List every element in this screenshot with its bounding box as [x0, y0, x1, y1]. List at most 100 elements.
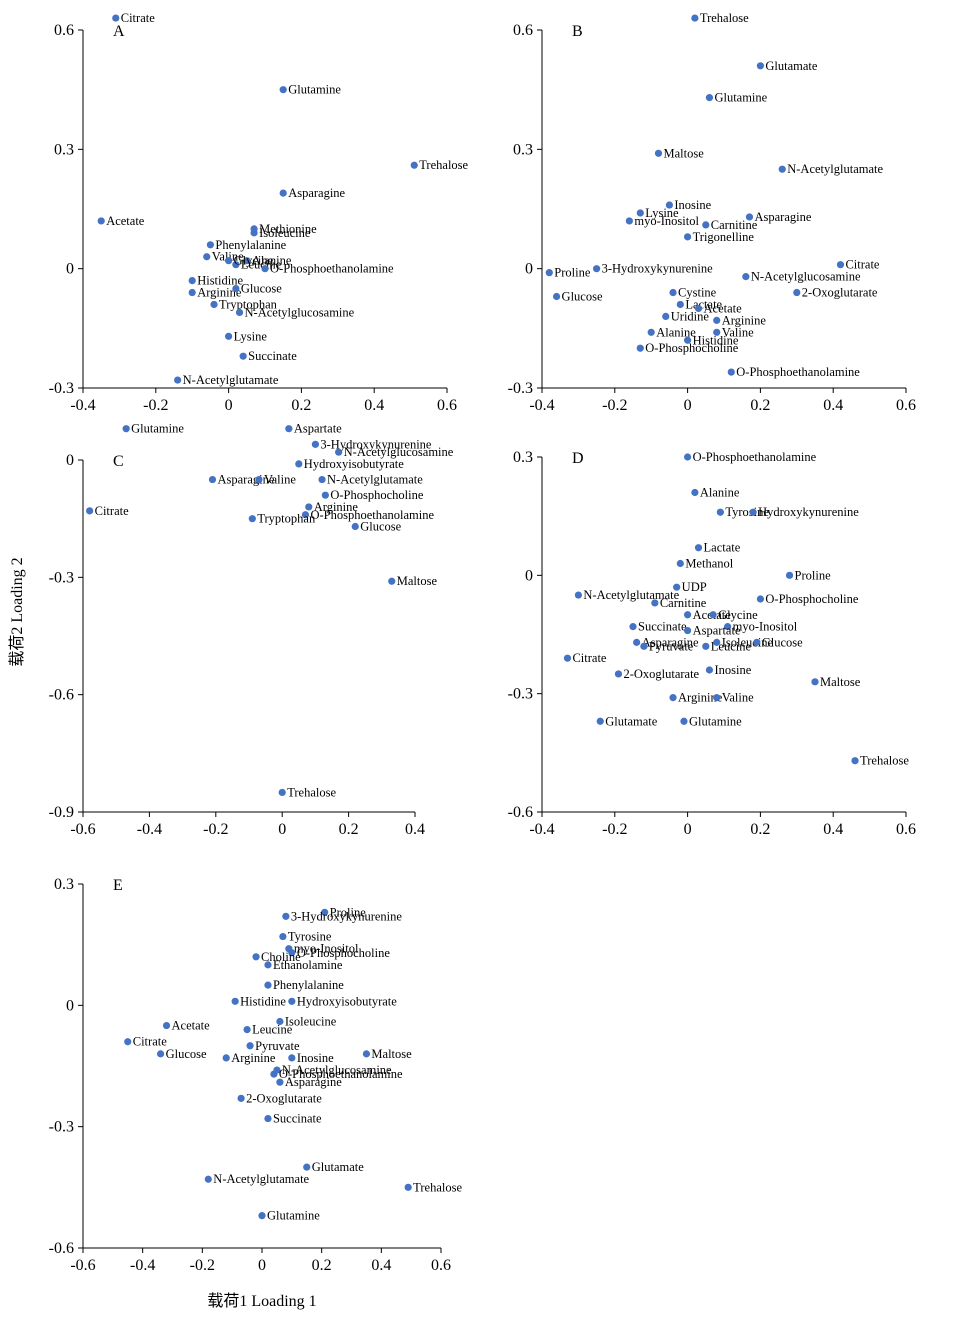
data-point — [727, 368, 735, 376]
point-label: Maltose — [663, 146, 704, 160]
y-tick-label: -0.3 — [49, 1119, 74, 1136]
data-point — [676, 559, 684, 568]
point-label: Citrate — [95, 504, 129, 518]
point-label: Ethanolamine — [273, 958, 343, 972]
data-point — [237, 1094, 245, 1102]
data-point — [86, 507, 94, 515]
point-label: Hydroxykynurenine — [758, 505, 859, 519]
x-tick-label: 0.6 — [431, 1257, 451, 1274]
y-axis-title: 载荷2 Loading 2 — [8, 557, 26, 666]
y-tick-label: -0.3 — [49, 380, 74, 397]
data-point — [749, 508, 757, 516]
point-label: Lactate — [685, 297, 722, 311]
x-tick-label: -0.4 — [130, 1257, 155, 1274]
point-label: 2-Oxoglutarate — [802, 286, 878, 300]
data-point — [691, 14, 699, 22]
y-tick-label: 0.3 — [513, 141, 533, 158]
point-label: Glucose — [562, 290, 603, 304]
point-label: Asparagine — [288, 186, 345, 200]
data-point — [206, 241, 214, 249]
data-point — [625, 217, 633, 225]
data-point — [629, 623, 637, 631]
data-point — [713, 694, 721, 702]
data-point — [246, 1042, 254, 1050]
point-label: 3-Hydroxykynurenine — [291, 909, 403, 923]
panel-label: A — [113, 23, 125, 40]
point-label: Valine — [212, 250, 244, 264]
data-point — [301, 511, 310, 519]
data-point — [282, 912, 290, 920]
data-point — [647, 328, 655, 336]
data-point — [756, 62, 765, 70]
y-tick-label: -0.9 — [49, 804, 74, 821]
point-label: Tryptophan — [219, 297, 278, 311]
point-label: 3-Hydroxykynurenine — [602, 262, 714, 276]
point-label: Valine — [722, 691, 754, 705]
data-point — [684, 626, 692, 635]
y-tick-label: -0.6 — [49, 687, 74, 704]
data-point — [694, 304, 703, 313]
point-label: Glutamine — [131, 422, 184, 436]
point-label: 2-Oxoglutarate — [246, 1091, 322, 1105]
data-point — [724, 623, 732, 631]
data-point — [210, 300, 218, 309]
panel-label: C — [113, 453, 124, 470]
point-label: Trehalose — [419, 158, 468, 172]
point-label: Trehalose — [700, 11, 749, 25]
point-label: Acetate — [106, 214, 145, 228]
x-tick-label: 0.4 — [371, 1257, 391, 1274]
data-point — [633, 638, 641, 646]
data-point — [709, 611, 717, 619]
data-point — [261, 265, 269, 273]
point-label: O-Phosphoethanolamine — [270, 262, 394, 276]
data-point — [716, 508, 724, 516]
point-label: Succinate — [273, 1112, 322, 1126]
data-point — [851, 757, 859, 765]
data-point — [793, 288, 801, 297]
point-label: Maltose — [820, 675, 861, 689]
data-point — [321, 491, 329, 499]
point-label: Tryptophan — [257, 512, 316, 526]
x-tick-label: -0.4 — [70, 397, 95, 414]
data-point — [225, 257, 233, 265]
point-label: 2-Oxoglutarate — [623, 667, 699, 681]
x-tick-label: 0 — [684, 397, 692, 414]
data-point — [673, 583, 681, 591]
data-point — [676, 300, 684, 309]
x-tick-label: 0.2 — [750, 397, 770, 414]
point-label: O-Phosphocholine — [297, 946, 391, 960]
data-point — [97, 217, 105, 225]
x-tick-label: 0 — [225, 397, 233, 414]
point-label: Tyrosine — [725, 505, 769, 519]
data-point — [654, 149, 663, 157]
data-point — [669, 288, 677, 297]
data-point — [305, 503, 313, 511]
data-point — [279, 86, 287, 94]
point-label: O-Phosphoethanolamine — [693, 450, 817, 464]
x-tick-label: 0.6 — [896, 397, 916, 414]
data-point — [239, 352, 247, 360]
point-label: Succinate — [638, 620, 687, 634]
data-point — [836, 261, 845, 269]
data-point — [742, 273, 750, 281]
point-label: Glucose — [241, 282, 282, 296]
data-point — [388, 577, 396, 585]
point-label: N-Acetylglucosamine — [282, 1063, 392, 1077]
data-point — [545, 269, 553, 277]
panel-label: D — [572, 450, 584, 467]
point-label: Valine — [264, 473, 296, 487]
point-label: Alanine — [700, 486, 740, 500]
point-label: N-Acetylglutamate — [213, 1172, 309, 1186]
x-tick-label: -0.2 — [602, 397, 627, 414]
point-label: N-Acetylglutamate — [787, 162, 883, 176]
data-point — [255, 475, 263, 484]
data-point — [705, 666, 714, 674]
panel-label: B — [572, 23, 583, 40]
data-point — [684, 233, 692, 241]
x-tick-label: -0.2 — [203, 821, 228, 838]
point-label: Citrate — [133, 1035, 167, 1049]
x-tick-label: 0.4 — [405, 821, 425, 838]
point-label: Hydroxyisobutyrate — [297, 994, 397, 1008]
data-point — [288, 1054, 296, 1062]
data-point — [593, 265, 601, 273]
